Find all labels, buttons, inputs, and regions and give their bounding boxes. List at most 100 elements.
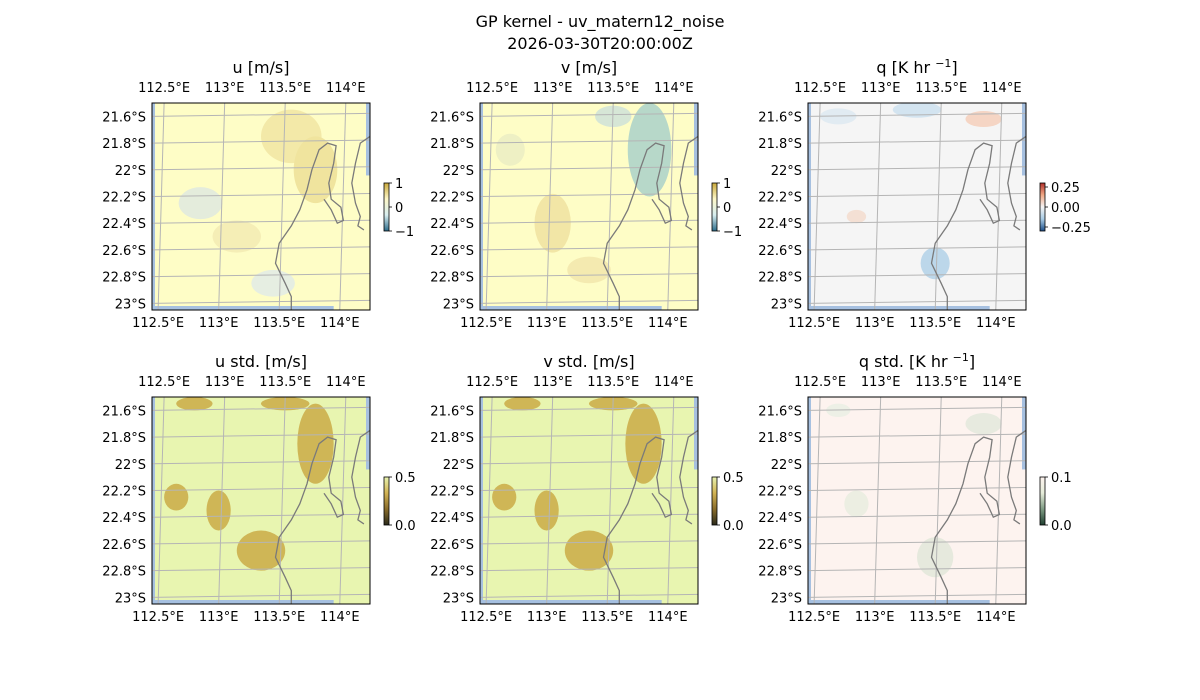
colorbar-tick-label: 0.00 (1051, 201, 1080, 216)
field-patch (965, 111, 1002, 128)
map-area (480, 103, 698, 310)
y-tick-label: 21.8°S (102, 137, 146, 152)
colorbar (711, 182, 718, 232)
gridline (808, 246, 1026, 251)
gridline (278, 397, 286, 604)
gridline (480, 567, 698, 572)
x-tick-label-top: 112.5°E (794, 375, 846, 390)
x-tick-label-top: 113°E (861, 81, 901, 96)
y-tick-label: 22.2°S (102, 190, 146, 205)
field-patch (917, 537, 954, 578)
field-patch (892, 103, 942, 118)
panel-q: q [K hr −1] 112.5°E 112.5°E 113°E 113°E 113.5… (758, 57, 1091, 332)
coastline (930, 436, 1001, 604)
map-area (808, 103, 1026, 310)
x-tick-label-top: 114°E (982, 81, 1022, 96)
gridline (480, 433, 698, 438)
y-tick-label: 22.2°S (102, 484, 146, 499)
gridline (934, 397, 942, 604)
x-tick-label-bottom: 114°E (976, 316, 1016, 331)
field-patch (564, 530, 614, 571)
gridline (152, 406, 370, 411)
x-tick-label-top: 113.5°E (915, 81, 967, 96)
field-patch (178, 187, 223, 220)
x-tick-label-bottom: 113°E (855, 610, 895, 625)
ocean-strip (366, 103, 370, 176)
y-tick-label: 23°S (443, 297, 474, 312)
gridline (480, 166, 698, 171)
gridline (480, 593, 698, 598)
gridline (808, 406, 1026, 411)
gridline (480, 192, 698, 197)
gridline (152, 513, 370, 518)
gridline (152, 540, 370, 545)
y-tick-label: 23°S (115, 591, 146, 606)
y-tick-label: 21.6°S (102, 404, 146, 419)
x-tick-label-top: 113°E (205, 81, 245, 96)
y-tick-label: 22.6°S (430, 538, 474, 553)
panel-title: v std. [m/s] (543, 352, 634, 371)
colorbar-tick-label: 0 (395, 201, 403, 216)
y-tick-label: 22.6°S (102, 244, 146, 259)
y-tick-label: 22.6°S (430, 244, 474, 259)
gridline (480, 273, 698, 278)
ocean-strip (808, 103, 811, 310)
field-patch (627, 103, 672, 197)
y-tick-label: 21.6°S (430, 110, 474, 125)
y-tick-label: 22.2°S (758, 190, 802, 205)
axes-frame (807, 396, 1027, 605)
colorbar-tick-label: −1 (723, 225, 742, 240)
gridline (480, 460, 698, 465)
gridline (808, 567, 1026, 572)
y-tick-label: 22°S (771, 164, 802, 179)
colorbar (1039, 182, 1046, 232)
field-patch (846, 209, 867, 224)
x-tick-label-top: 113°E (205, 375, 245, 390)
x-tick-label-bottom: 113°E (527, 316, 567, 331)
x-tick-label-top: 112.5°E (138, 81, 190, 96)
x-tick-label-bottom: 113°E (199, 316, 239, 331)
y-tick-label: 22.8°S (102, 565, 146, 580)
panel-title: u [m/s] (232, 58, 289, 77)
field-background (808, 103, 1026, 310)
colorbar-tick-label: −1 (395, 225, 414, 240)
coastline (351, 429, 370, 525)
gridline (485, 103, 493, 310)
colorbar-tick-label: 0.25 (1051, 181, 1080, 196)
x-tick-label-bottom: 113.5°E (581, 610, 633, 625)
gridline (152, 593, 370, 598)
coastline (679, 429, 698, 525)
field-patch (567, 256, 611, 284)
colorbar (1039, 476, 1046, 526)
gridline (667, 397, 675, 604)
panel-u: u [m/s]112.5°E112.5°E113°E113°E113.5°E11… (102, 58, 414, 331)
x-tick-label-top: 113.5°E (259, 375, 311, 390)
y-tick-label: 21.6°S (758, 110, 802, 125)
coastline (930, 142, 1001, 310)
coastline (602, 436, 673, 604)
gridline (485, 397, 493, 604)
y-tick-label: 22.4°S (758, 511, 802, 526)
x-tick-label-bottom: 112.5°E (460, 316, 512, 331)
ocean-strip (1022, 103, 1026, 176)
ocean-strip (694, 103, 698, 176)
x-tick-label-top: 113.5°E (587, 375, 639, 390)
coastline (602, 142, 673, 310)
axes-frame (151, 396, 371, 605)
x-tick-label-top: 114°E (654, 81, 694, 96)
x-tick-label-bottom: 114°E (320, 610, 360, 625)
y-tick-label: 22.6°S (758, 244, 802, 259)
axes-frame (807, 102, 1027, 311)
colorbar-tick-label: −0.25 (1051, 221, 1091, 236)
gridline (152, 192, 370, 197)
gridline (808, 139, 1026, 144)
x-tick-label-bottom: 114°E (320, 316, 360, 331)
x-tick-label-bottom: 114°E (648, 316, 688, 331)
y-tick-label: 22°S (443, 458, 474, 473)
y-tick-label: 22.8°S (758, 565, 802, 580)
coastline (1007, 429, 1026, 525)
x-tick-label-top: 113°E (533, 375, 573, 390)
y-tick-label: 21.8°S (102, 431, 146, 446)
x-tick-label-top: 113.5°E (259, 81, 311, 96)
